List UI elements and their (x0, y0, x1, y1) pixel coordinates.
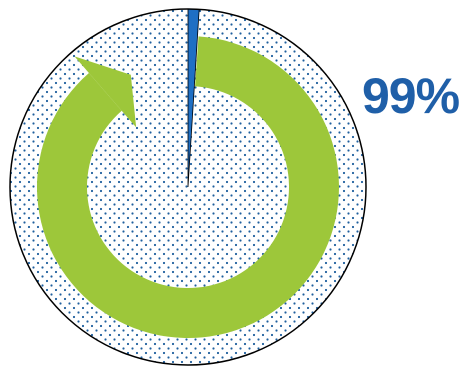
cycle-arrow-icon (36, 36, 340, 338)
pie-outline (9, 8, 367, 366)
value-label: 99% (362, 68, 460, 124)
